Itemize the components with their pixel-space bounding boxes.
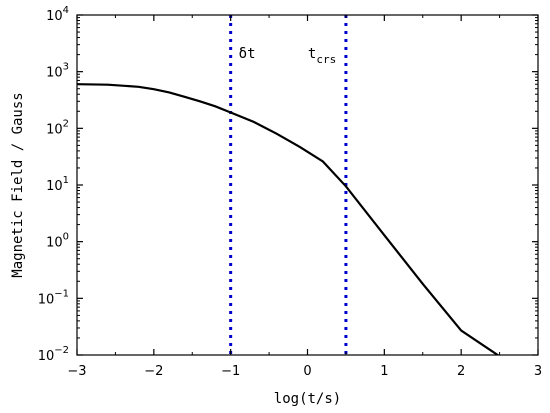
- annotations: δt tcrs: [239, 46, 337, 66]
- x-tick-label: 3: [534, 364, 542, 379]
- x-tick-label: 0: [303, 364, 311, 379]
- x-tick-label: 1: [380, 364, 388, 379]
- series-line: [77, 83, 500, 355]
- y-tick-label: 101: [46, 175, 69, 194]
- vline-label-0: δt: [239, 46, 256, 62]
- y-tick-label: 100: [46, 232, 69, 251]
- y-tick-label: 10−1: [38, 288, 69, 307]
- vertical-lines: [229, 15, 348, 355]
- x-axis-label: log(t/s): [274, 391, 341, 407]
- y-axis-label: Magnetic Field / Gauss: [10, 92, 26, 277]
- y-tick-label: 102: [46, 118, 69, 137]
- y-tick-label: 104: [46, 5, 69, 24]
- x-tick-label: 2: [457, 364, 465, 379]
- plot-frame: [76, 14, 539, 356]
- x-tick-label: −3: [67, 364, 86, 379]
- y-tick-label: 10−2: [38, 345, 69, 364]
- y-axis-ticks: 10−2 10−1 100 101 102 103 104: [38, 5, 538, 364]
- x-axis-ticks: −3 −2 −1 0 1 2 3: [67, 15, 542, 379]
- y-tick-label: 103: [46, 62, 69, 81]
- x-tick-label: −1: [221, 364, 240, 379]
- plot-clip-group: [77, 15, 500, 355]
- vline-label-1: tcrs: [308, 46, 336, 66]
- x-tick-label: −2: [144, 364, 163, 379]
